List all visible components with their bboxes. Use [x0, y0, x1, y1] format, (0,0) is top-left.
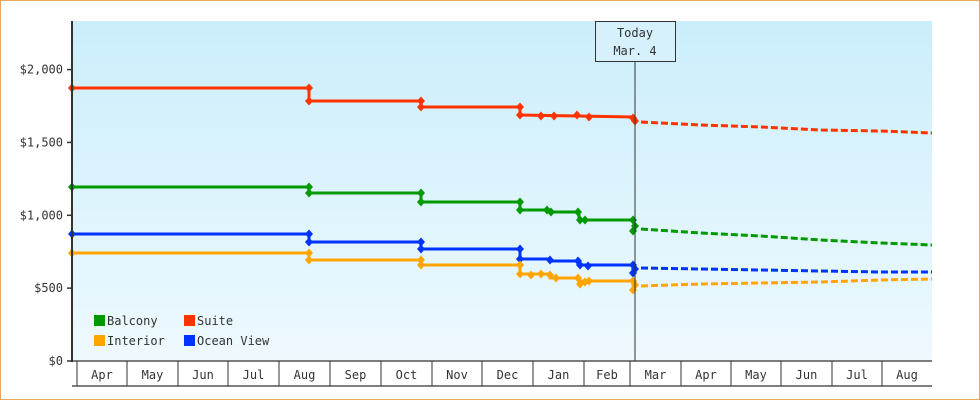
data-point-marker[interactable]: [576, 260, 584, 270]
series-suite: [68, 83, 933, 135]
data-point-marker[interactable]: [417, 197, 425, 207]
data-point-marker[interactable]: [417, 188, 425, 198]
data-point-marker[interactable]: [585, 112, 593, 122]
x-month-label: Jul: [846, 368, 868, 382]
data-point-marker[interactable]: [552, 273, 560, 283]
legend-item-balcony[interactable]: Balcony: [94, 314, 158, 328]
data-point-marker[interactable]: [576, 215, 584, 225]
data-point-marker[interactable]: [516, 244, 524, 254]
data-point-marker[interactable]: [537, 269, 545, 279]
x-month-label: Sep: [345, 368, 367, 382]
data-point-marker[interactable]: [546, 270, 554, 280]
data-point-marker[interactable]: [573, 110, 581, 120]
legend-item-interior[interactable]: Interior: [94, 334, 165, 348]
legend-swatch: [94, 315, 105, 326]
x-month-label: May: [745, 368, 767, 382]
data-point-marker[interactable]: [417, 237, 425, 247]
y-tick-label: $1,500: [20, 135, 63, 149]
data-point-marker[interactable]: [305, 255, 313, 265]
data-point-marker[interactable]: [516, 205, 524, 215]
data-point-marker[interactable]: [516, 254, 524, 264]
data-point-marker[interactable]: [547, 207, 555, 217]
data-point-marker[interactable]: [417, 260, 425, 270]
x-month-label: Apr: [695, 368, 717, 382]
data-point-marker[interactable]: [516, 197, 524, 207]
data-point-marker[interactable]: [417, 96, 425, 106]
legend: Balcony Suite Interior Ocean View: [94, 314, 270, 348]
today-marker: Today Mar. 4: [595, 21, 676, 361]
legend-label: Interior: [107, 334, 165, 348]
data-point-marker[interactable]: [584, 261, 592, 271]
legend-item-suite[interactable]: Suite: [184, 314, 233, 328]
x-month-label: Feb: [596, 368, 618, 382]
data-point-marker[interactable]: [546, 255, 554, 265]
data-point-marker[interactable]: [581, 215, 589, 225]
x-month-label: Jan: [548, 368, 570, 382]
data-point-marker[interactable]: [537, 111, 545, 121]
series-ocean-view: [68, 229, 932, 278]
legend-label: Suite: [197, 314, 233, 328]
legend-label: Ocean View: [197, 334, 270, 348]
x-month-label: Jun: [192, 368, 214, 382]
data-point-marker[interactable]: [516, 260, 524, 270]
x-month-label: Aug: [896, 368, 918, 382]
x-month-label: Apr: [91, 368, 113, 382]
data-point-marker[interactable]: [305, 229, 313, 239]
x-month-label: Nov: [446, 368, 468, 382]
legend-label: Balcony: [107, 314, 158, 328]
x-month-label: Aug: [294, 368, 316, 382]
data-point-marker[interactable]: [417, 255, 425, 265]
data-point-marker[interactable]: [516, 102, 524, 112]
y-tick-label: $0: [49, 354, 63, 368]
data-point-marker[interactable]: [305, 96, 313, 106]
legend-swatch: [184, 335, 195, 346]
data-point-marker[interactable]: [305, 182, 313, 192]
x-month-label: Jul: [243, 368, 265, 382]
x-month-label: Jun: [796, 368, 818, 382]
x-month-label: Dec: [497, 368, 519, 382]
data-point-marker[interactable]: [516, 110, 524, 120]
axes: $0 $500 $1,000 $1,500 $2,000 Apr May Jun Jul Aug S…: [20, 21, 932, 387]
data-point-marker[interactable]: [516, 269, 524, 279]
today-date: Mar. 4: [613, 44, 656, 58]
data-point-marker[interactable]: [305, 83, 313, 93]
data-point-marker[interactable]: [585, 276, 593, 286]
legend-item-ocean-view[interactable]: Ocean View: [184, 334, 270, 348]
plot-area: [72, 21, 932, 361]
x-month-label: Mar: [645, 368, 667, 382]
data-point-marker[interactable]: [550, 111, 558, 121]
legend-swatch: [184, 315, 195, 326]
data-point-marker[interactable]: [305, 188, 313, 198]
y-tick-label: $2,000: [20, 63, 63, 77]
data-point-marker[interactable]: [305, 248, 313, 258]
data-point-marker[interactable]: [417, 102, 425, 112]
series-layer: [68, 83, 933, 295]
today-label: Today: [617, 26, 653, 40]
today-label-box: [595, 21, 676, 62]
data-point-marker[interactable]: [574, 207, 582, 217]
y-tick-label: $1,000: [20, 208, 63, 222]
legend-swatch: [94, 335, 105, 346]
data-point-marker[interactable]: [527, 270, 535, 280]
x-month-label: Oct: [396, 368, 418, 382]
x-month-label: May: [142, 368, 164, 382]
data-point-marker[interactable]: [305, 237, 313, 247]
data-point-marker[interactable]: [417, 244, 425, 254]
y-tick-label: $500: [34, 281, 63, 295]
